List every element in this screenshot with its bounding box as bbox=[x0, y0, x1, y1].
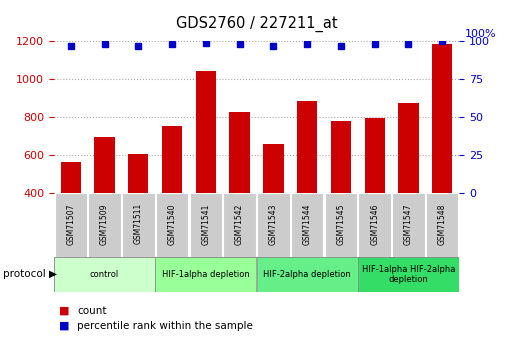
Text: ■: ■ bbox=[59, 321, 69, 331]
Bar bbox=[432, 44, 452, 193]
Text: GSM71511: GSM71511 bbox=[134, 203, 143, 245]
Bar bbox=[359, 193, 391, 257]
Bar bbox=[256, 257, 358, 292]
Bar bbox=[365, 118, 385, 193]
Text: GSM71542: GSM71542 bbox=[235, 203, 244, 245]
Bar bbox=[122, 193, 154, 257]
Bar bbox=[263, 144, 284, 193]
Bar bbox=[297, 101, 317, 193]
Bar bbox=[392, 193, 425, 257]
Text: percentile rank within the sample: percentile rank within the sample bbox=[77, 321, 253, 331]
Text: GSM71544: GSM71544 bbox=[303, 203, 312, 245]
Bar bbox=[257, 193, 290, 257]
Bar bbox=[229, 111, 250, 193]
Text: HIF-2alpha depletion: HIF-2alpha depletion bbox=[263, 270, 351, 279]
Text: GDS2760 / 227211_at: GDS2760 / 227211_at bbox=[175, 16, 338, 32]
Bar bbox=[291, 193, 323, 257]
Text: HIF-1alpha HIF-2alpha
depletion: HIF-1alpha HIF-2alpha depletion bbox=[362, 265, 455, 284]
Text: GSM71541: GSM71541 bbox=[201, 203, 210, 245]
Bar bbox=[54, 257, 155, 292]
Text: GSM71547: GSM71547 bbox=[404, 203, 413, 245]
Bar bbox=[61, 162, 81, 193]
Bar bbox=[223, 193, 256, 257]
Bar bbox=[162, 126, 182, 193]
Text: GSM71507: GSM71507 bbox=[66, 203, 75, 245]
Text: GSM71540: GSM71540 bbox=[168, 203, 176, 245]
Text: 100%: 100% bbox=[465, 29, 496, 39]
Bar bbox=[128, 154, 148, 193]
Text: protocol ▶: protocol ▶ bbox=[3, 269, 56, 279]
Text: GSM71543: GSM71543 bbox=[269, 203, 278, 245]
Bar bbox=[358, 257, 459, 292]
Bar bbox=[54, 193, 87, 257]
Bar bbox=[325, 193, 357, 257]
Bar bbox=[155, 257, 256, 292]
Text: GSM71509: GSM71509 bbox=[100, 203, 109, 245]
Bar bbox=[156, 193, 188, 257]
Text: control: control bbox=[90, 270, 119, 279]
Bar bbox=[94, 137, 114, 193]
Bar bbox=[88, 193, 121, 257]
Text: GSM71545: GSM71545 bbox=[337, 203, 345, 245]
Bar bbox=[426, 193, 459, 257]
Bar bbox=[398, 103, 419, 193]
Text: HIF-1alpha depletion: HIF-1alpha depletion bbox=[162, 270, 250, 279]
Text: count: count bbox=[77, 306, 107, 315]
Text: ■: ■ bbox=[59, 306, 69, 315]
Text: GSM71548: GSM71548 bbox=[438, 203, 447, 245]
Bar bbox=[195, 71, 216, 193]
Text: GSM71546: GSM71546 bbox=[370, 203, 379, 245]
Bar bbox=[331, 121, 351, 193]
Bar bbox=[190, 193, 222, 257]
